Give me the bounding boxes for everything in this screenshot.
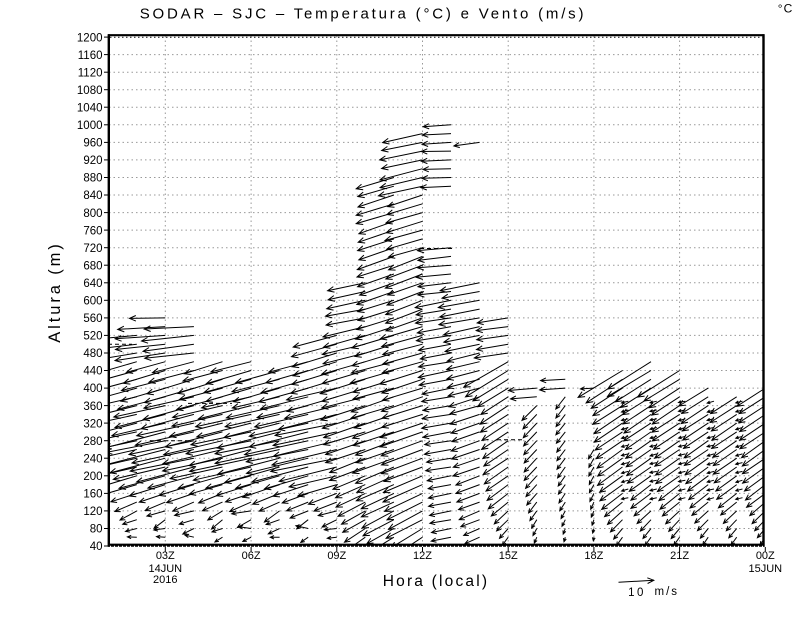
svg-text:320: 320: [83, 418, 102, 430]
svg-text:200: 200: [83, 471, 102, 483]
svg-text:15Z: 15Z: [499, 550, 518, 562]
svg-text:Hora (local): Hora (local): [383, 573, 490, 590]
svg-text:720: 720: [83, 243, 102, 255]
svg-text:960: 960: [83, 138, 102, 150]
svg-text:680: 680: [83, 260, 102, 272]
svg-text:640: 640: [83, 278, 102, 290]
svg-text:°C: °C: [778, 2, 793, 16]
svg-text:120: 120: [83, 506, 102, 518]
svg-text:Altura (m): Altura (m): [46, 241, 64, 342]
svg-text:400: 400: [83, 383, 102, 395]
svg-text:10: 10: [628, 587, 646, 599]
svg-text:21Z: 21Z: [670, 550, 689, 562]
svg-text:280: 280: [83, 436, 102, 448]
svg-text:1160: 1160: [78, 50, 103, 62]
svg-text:520: 520: [83, 331, 102, 343]
svg-text:14JUN: 14JUN: [148, 563, 182, 575]
svg-text:1040: 1040: [77, 103, 103, 115]
svg-text:12Z: 12Z: [413, 550, 432, 562]
svg-text:600: 600: [83, 296, 102, 308]
svg-text:800: 800: [83, 208, 102, 220]
svg-text:06Z: 06Z: [242, 550, 261, 562]
svg-text:09Z: 09Z: [327, 550, 346, 562]
svg-text:440: 440: [83, 366, 102, 378]
svg-text:880: 880: [83, 173, 102, 185]
svg-text:1120: 1120: [78, 67, 103, 79]
svg-text:1000: 1000: [77, 120, 103, 132]
svg-text:15JUN: 15JUN: [748, 563, 782, 575]
svg-text:SODAR – SJC – Temperatura: SODAR – SJC – Temperatura (°C) e Vento (…: [140, 6, 587, 23]
svg-text:80: 80: [90, 524, 103, 536]
svg-text:03Z: 03Z: [156, 550, 175, 562]
svg-text:1200: 1200: [77, 32, 103, 44]
svg-text:00Z: 00Z: [756, 550, 775, 562]
svg-text:480: 480: [83, 348, 102, 360]
svg-text:360: 360: [83, 401, 102, 413]
svg-text:760: 760: [83, 225, 102, 237]
svg-text:m/s: m/s: [655, 586, 680, 598]
svg-text:160: 160: [83, 489, 102, 501]
svg-text:920: 920: [83, 155, 102, 167]
svg-text:1080: 1080: [77, 85, 103, 97]
svg-text:560: 560: [83, 313, 102, 325]
svg-text:18Z: 18Z: [584, 550, 603, 562]
svg-text:840: 840: [83, 190, 102, 202]
svg-text:240: 240: [83, 453, 102, 465]
svg-text:2016: 2016: [153, 574, 177, 586]
svg-text:40: 40: [90, 541, 103, 553]
